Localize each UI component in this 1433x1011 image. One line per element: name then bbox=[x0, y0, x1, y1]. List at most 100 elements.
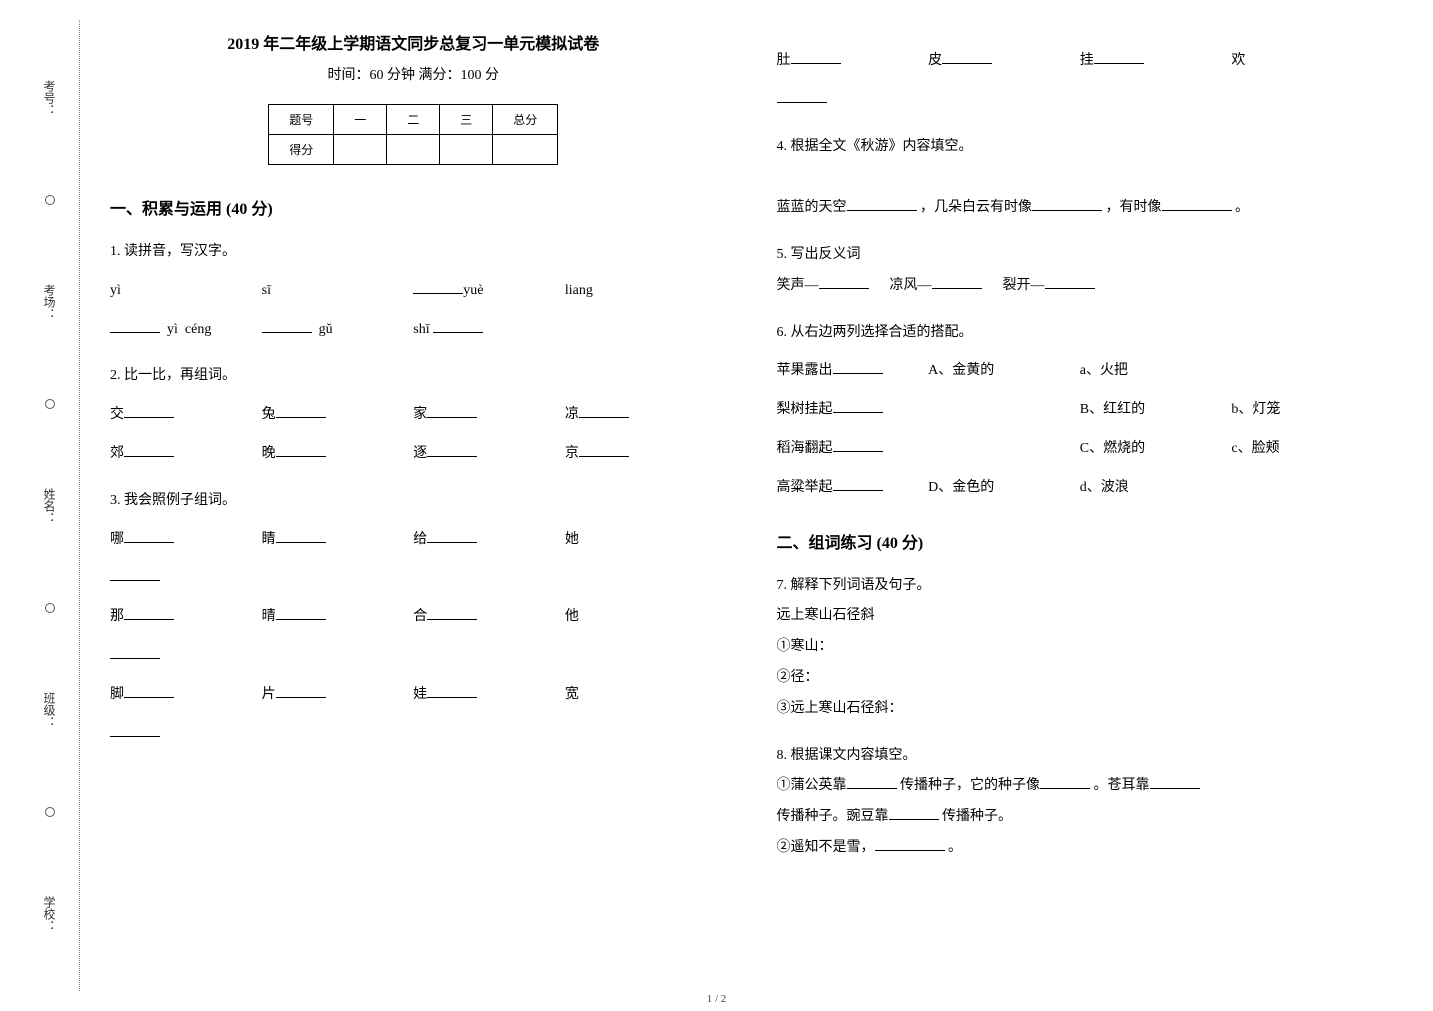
page-number: 1 / 2 bbox=[707, 993, 727, 1005]
binding-margin: 考号： 考场： 姓名： 班级： 学校： bbox=[20, 20, 80, 991]
q1-pinyin-row2: yì céng gǔ shī bbox=[110, 315, 717, 346]
char: 家 bbox=[413, 407, 427, 422]
blank bbox=[276, 443, 326, 457]
blank bbox=[276, 404, 326, 418]
q8-stem: 8. 根据课文内容填空。 bbox=[777, 741, 1384, 772]
binding-label-xingming: 姓名： bbox=[41, 488, 58, 524]
char: 肚 bbox=[777, 53, 791, 68]
score-table: 题号 一 二 三 总分 得分 bbox=[268, 104, 558, 165]
q2: 2. 比一比，再组词。 交 兔 家 凉 郊 晚 逐 京 bbox=[110, 361, 717, 469]
exam-subtitle: 时间：60 分钟 满分：100 分 bbox=[110, 64, 717, 84]
char: 她 bbox=[565, 525, 717, 556]
text: 。 bbox=[1235, 200, 1249, 215]
char: 挂 bbox=[1080, 53, 1094, 68]
q3-blank-row bbox=[110, 641, 717, 672]
q7-stem: 7. 解释下列词语及句子。 bbox=[777, 571, 1384, 602]
score-cell bbox=[334, 135, 387, 165]
q6-row: 高粱举起 D、金色的 d、波浪 bbox=[777, 473, 1384, 504]
pinyin: sī bbox=[262, 276, 414, 307]
text: ，有时像 bbox=[1106, 200, 1162, 215]
item: 笑声— bbox=[777, 278, 819, 293]
char: 那 bbox=[110, 609, 124, 624]
circle-marker-icon bbox=[45, 399, 55, 409]
pinyin: liang bbox=[565, 276, 717, 307]
blank bbox=[833, 477, 883, 491]
text: ①蒲公英靠 bbox=[777, 778, 847, 793]
blank bbox=[1045, 275, 1095, 289]
blank bbox=[833, 438, 883, 452]
right: d、波浪 bbox=[1080, 473, 1232, 504]
blank bbox=[124, 684, 174, 698]
exam-page: 考号： 考场： 姓名： 班级： 学校： 2019 年二年级上学期语文同步总复习一… bbox=[20, 20, 1413, 991]
blank bbox=[276, 684, 326, 698]
text: 。 bbox=[948, 840, 962, 855]
q6: 6. 从右边两列选择合适的搭配。 苹果露出 A、金黄的 a、火把 梨树挂起 B、… bbox=[777, 318, 1384, 504]
mid: D、金色的 bbox=[928, 473, 1080, 504]
pinyin: yuè bbox=[463, 283, 483, 298]
blank bbox=[110, 723, 160, 737]
circle-marker-icon bbox=[45, 195, 55, 205]
binding-label-banji: 班级： bbox=[41, 692, 58, 728]
blank bbox=[1162, 197, 1232, 211]
char: 娃 bbox=[413, 687, 427, 702]
right: a、火把 bbox=[1080, 356, 1232, 387]
char: 哪 bbox=[110, 532, 124, 547]
circle-marker-icon bbox=[45, 807, 55, 817]
section1-heading: 一、积累与运用 (40 分) bbox=[110, 195, 717, 219]
blank bbox=[413, 280, 463, 294]
left: 梨树挂起 bbox=[777, 402, 833, 417]
q3-continued: 肚 皮 挂 欢 bbox=[777, 46, 1384, 116]
right: b、灯笼 bbox=[1231, 395, 1383, 426]
blank bbox=[124, 443, 174, 457]
char: 他 bbox=[565, 602, 717, 633]
blank bbox=[427, 404, 477, 418]
q1: 1. 读拼音，写汉字。 yì sī yuè liang yì céng gǔ s… bbox=[110, 237, 717, 345]
blank bbox=[124, 606, 174, 620]
exam-title: 2019 年二年级上学期语文同步总复习一单元模拟试卷 bbox=[110, 30, 717, 54]
blank bbox=[276, 606, 326, 620]
score-col: 三 bbox=[440, 105, 493, 135]
q3-row: 肚 皮 挂 欢 bbox=[777, 46, 1384, 77]
char: 宽 bbox=[565, 680, 717, 711]
blank bbox=[833, 360, 883, 374]
blank bbox=[427, 606, 477, 620]
blank bbox=[847, 775, 897, 789]
pinyin: céng bbox=[185, 322, 211, 337]
blank bbox=[579, 443, 629, 457]
score-cell bbox=[440, 135, 493, 165]
q3: 3. 我会照例子组词。 哪 睛 给 她 那 晴 合 他 脚 片 bbox=[110, 486, 717, 750]
blank bbox=[791, 50, 841, 64]
q5-stem: 5. 写出反义词 bbox=[777, 240, 1384, 271]
text: ②遥知不是雪， bbox=[777, 840, 875, 855]
blank bbox=[124, 529, 174, 543]
blank bbox=[847, 197, 917, 211]
item: 凉风— bbox=[890, 278, 932, 293]
q6-row: 苹果露出 A、金黄的 a、火把 bbox=[777, 356, 1384, 387]
item: 裂开— bbox=[1003, 278, 1045, 293]
char: 片 bbox=[262, 687, 276, 702]
pinyin: shī bbox=[413, 322, 429, 337]
score-col: 总分 bbox=[493, 105, 558, 135]
text: 传播种子，它的种子像 bbox=[900, 778, 1040, 793]
char: 脚 bbox=[110, 687, 124, 702]
q6-row: 梨树挂起 B、红红的 b、灯笼 bbox=[777, 395, 1384, 426]
score-cell bbox=[493, 135, 558, 165]
char: 欢 bbox=[1231, 46, 1383, 77]
score-col: 二 bbox=[387, 105, 440, 135]
char: 睛 bbox=[262, 532, 276, 547]
q7: 7. 解释下列词语及句子。 远上寒山石径斜 ①寒山： ②径： ③远上寒山石径斜： bbox=[777, 571, 1384, 725]
char: 给 bbox=[413, 532, 427, 547]
blank bbox=[833, 399, 883, 413]
text: 传播种子。 bbox=[942, 809, 1012, 824]
blank bbox=[427, 684, 477, 698]
blank bbox=[777, 89, 827, 103]
q3-stem: 3. 我会照例子组词。 bbox=[110, 486, 717, 517]
blank bbox=[262, 319, 312, 333]
blank bbox=[276, 529, 326, 543]
binding-label-kaohao: 考号： bbox=[41, 80, 58, 116]
blank bbox=[110, 567, 160, 581]
blank bbox=[875, 837, 945, 851]
q7-item: ③远上寒山石径斜： bbox=[777, 694, 1384, 725]
score-col: 一 bbox=[334, 105, 387, 135]
q3-blank-row bbox=[110, 563, 717, 594]
